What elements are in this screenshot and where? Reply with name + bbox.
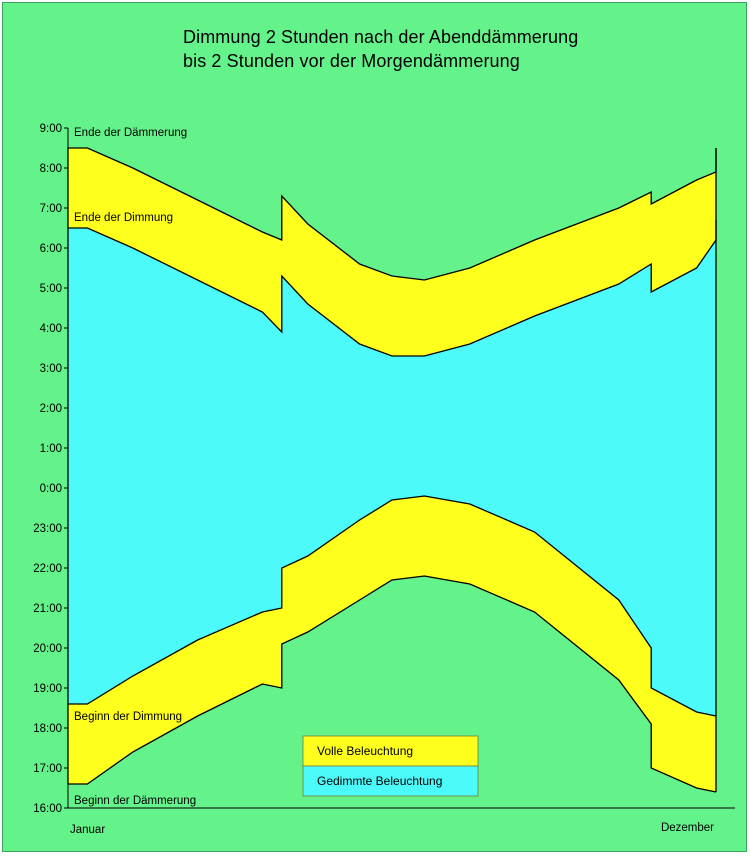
y-tick-label: 9:00 [40,123,62,135]
y-tick-label: 2:00 [40,403,62,415]
y-tick-label: 6:00 [40,243,62,255]
y-tick-label: 7:00 [40,203,62,215]
series-line-3 [68,495,717,717]
series-line-2 [68,220,717,357]
series-line-1 [68,147,717,281]
legend-swatch-2 [302,765,479,797]
legend-label-2: Gedimmte Beleuchtung [317,774,442,788]
y-tick-label: 19:00 [33,683,62,695]
annotation-ende-dimmung: Ende der Dimmung [74,212,173,224]
band-full-morning [68,148,716,356]
y-tick-label: 16:00 [33,803,62,815]
y-tick-label: 23:00 [33,523,62,535]
annotation-beginn-daemmerung: Beginn der Dämmerung [74,795,196,807]
y-tick-label: 20:00 [33,643,62,655]
y-tick-label: 18:00 [33,723,62,735]
band-full-evening [68,496,716,792]
y-tick-label: 1:00 [40,443,62,455]
band-dimmed [68,220,716,716]
y-tick-label: 5:00 [40,283,62,295]
annotation-beginn-dimmung: Beginn der Dimmung [74,711,182,723]
chart-title-line-2: bis 2 Stunden vor der Morgendämmerung [183,51,520,71]
legend-swatch-1 [302,735,479,767]
y-tick-label: 21:00 [33,603,62,615]
annotation-ende-daemmerung: Ende der Dämmerung [74,127,187,139]
chart-title-line-1: Dimmung 2 Stunden nach der Abenddämmerun… [183,27,579,47]
y-tick-label: 3:00 [40,363,62,375]
y-tick-label: 22:00 [33,563,62,575]
legend-label-1: Volle Beleuchtung [317,744,413,758]
y-tick-label: 8:00 [40,163,62,175]
x-label-end: Dezember [661,822,714,834]
y-tick-label: 4:00 [40,323,62,335]
y-tick-label: 0:00 [40,483,62,495]
y-tick-label: 17:00 [33,763,62,775]
x-label-start: Januar [70,824,105,836]
series-line-4 [68,575,717,793]
